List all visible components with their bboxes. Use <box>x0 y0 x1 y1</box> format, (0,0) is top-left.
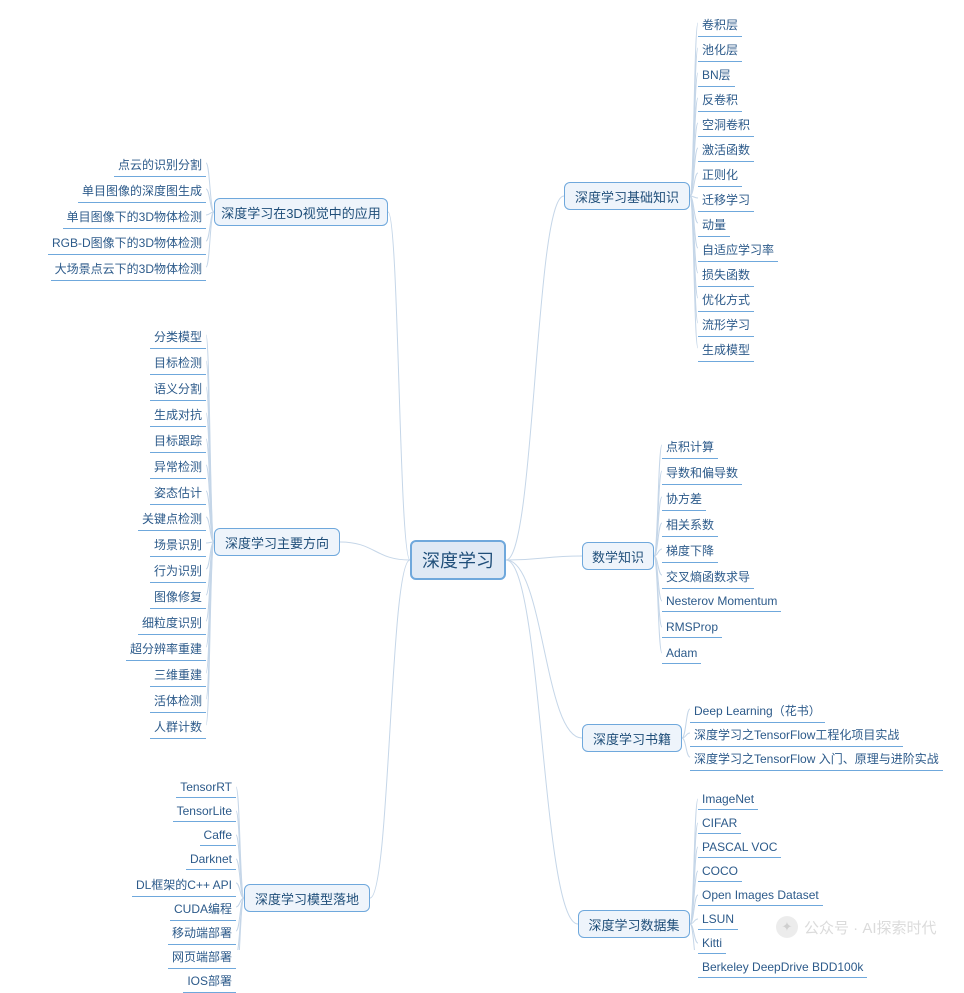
leaf-node: DL框架的C++ API <box>132 874 236 897</box>
branch-node: 深度学习书籍 <box>582 724 682 752</box>
leaf-node: CUDA编程 <box>170 898 236 921</box>
leaf-node: 激活函数 <box>698 139 754 162</box>
leaf-node: RMSProp <box>662 618 722 638</box>
leaf-node: 梯度下降 <box>662 540 718 563</box>
branch-node: 深度学习基础知识 <box>564 182 690 210</box>
leaf-node: 交叉熵函数求导 <box>662 566 754 589</box>
leaf-node: 语义分割 <box>150 378 206 401</box>
branch-node: 深度学习主要方向 <box>214 528 340 556</box>
root-node: 深度学习 <box>410 540 506 580</box>
leaf-node: COCO <box>698 862 742 882</box>
leaf-node: 反卷积 <box>698 89 742 112</box>
leaf-node: 正则化 <box>698 164 742 187</box>
leaf-node: RGB-D图像下的3D物体检测 <box>48 232 206 255</box>
leaf-node: 导数和偏导数 <box>662 462 742 485</box>
leaf-node: Kitti <box>698 934 726 954</box>
wechat-icon: ✦ <box>776 916 798 938</box>
leaf-node: 自适应学习率 <box>698 239 778 262</box>
leaf-node: BN层 <box>698 64 735 87</box>
leaf-node: 卷积层 <box>698 14 742 37</box>
leaf-node: 场景识别 <box>150 534 206 557</box>
leaf-node: 网页端部署 <box>168 946 236 969</box>
leaf-node: 迁移学习 <box>698 189 754 212</box>
leaf-node: 空洞卷积 <box>698 114 754 137</box>
leaf-node: 动量 <box>698 214 730 237</box>
leaf-node: 大场景点云下的3D物体检测 <box>51 258 206 281</box>
leaf-node: 目标检测 <box>150 352 206 375</box>
leaf-node: Caffe <box>200 826 236 846</box>
leaf-node: 行为识别 <box>150 560 206 583</box>
leaf-node: 移动端部署 <box>168 922 236 945</box>
leaf-node: 损失函数 <box>698 264 754 287</box>
leaf-node: IOS部署 <box>183 970 236 993</box>
leaf-node: 流形学习 <box>698 314 754 337</box>
leaf-node: TensorLite <box>173 802 236 822</box>
leaf-node: LSUN <box>698 910 738 930</box>
leaf-node: 姿态估计 <box>150 482 206 505</box>
leaf-node: Berkeley DeepDrive BDD100k <box>698 958 867 978</box>
leaf-node: 关键点检测 <box>138 508 206 531</box>
leaf-node: Nesterov Momentum <box>662 592 781 612</box>
leaf-node: PASCAL VOC <box>698 838 781 858</box>
leaf-node: 点云的识别分割 <box>114 154 206 177</box>
leaf-node: 活体检测 <box>150 690 206 713</box>
leaf-node: CIFAR <box>698 814 741 834</box>
leaf-node: 深度学习之TensorFlow 入门、原理与进阶实战 <box>690 748 943 771</box>
leaf-node: ImageNet <box>698 790 758 810</box>
leaf-node: Adam <box>662 644 701 664</box>
leaf-node: Deep Learning（花书） <box>690 700 825 723</box>
leaf-node: 单目图像的深度图生成 <box>78 180 206 203</box>
leaf-node: 分类模型 <box>150 326 206 349</box>
leaf-node: 点积计算 <box>662 436 718 459</box>
leaf-node: 生成对抗 <box>150 404 206 427</box>
branch-node: 深度学习在3D视觉中的应用 <box>214 198 388 226</box>
branch-node: 数学知识 <box>582 542 654 570</box>
leaf-node: TensorRT <box>176 778 236 798</box>
watermark-text: 公众号 · AI探索时代 <box>804 917 937 938</box>
leaf-node: Open Images Dataset <box>698 886 823 906</box>
leaf-node: 目标跟踪 <box>150 430 206 453</box>
leaf-node: 优化方式 <box>698 289 754 312</box>
leaf-node: 协方差 <box>662 488 706 511</box>
leaf-node: 图像修复 <box>150 586 206 609</box>
leaf-node: 单目图像下的3D物体检测 <box>63 206 206 229</box>
leaf-node: 深度学习之TensorFlow工程化项目实战 <box>690 724 903 747</box>
leaf-node: 相关系数 <box>662 514 718 537</box>
leaf-node: 三维重建 <box>150 664 206 687</box>
branch-node: 深度学习模型落地 <box>244 884 370 912</box>
leaf-node: 异常检测 <box>150 456 206 479</box>
watermark: ✦ 公众号 · AI探索时代 <box>776 916 937 938</box>
branch-node: 深度学习数据集 <box>578 910 690 938</box>
leaf-node: 细粒度识别 <box>138 612 206 635</box>
leaf-node: 超分辨率重建 <box>126 638 206 661</box>
leaf-node: Darknet <box>186 850 236 870</box>
connector-layer <box>0 0 964 950</box>
leaf-node: 人群计数 <box>150 716 206 739</box>
leaf-node: 池化层 <box>698 39 742 62</box>
leaf-node: 生成模型 <box>698 339 754 362</box>
